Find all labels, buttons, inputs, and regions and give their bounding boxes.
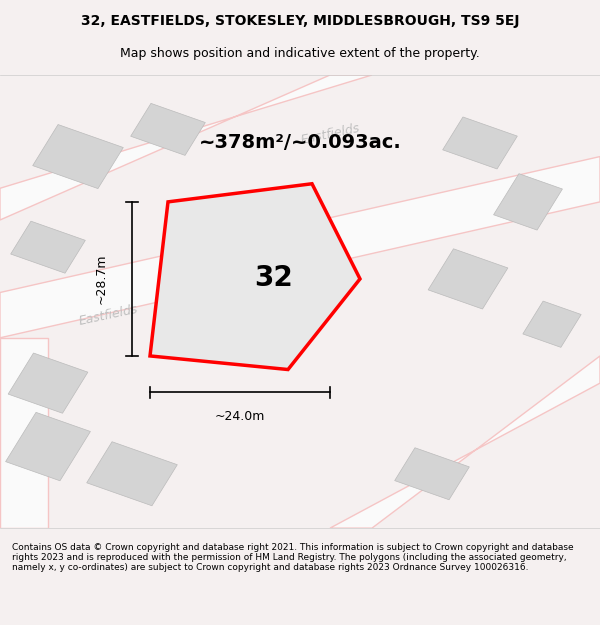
Text: 32, EASTFIELDS, STOKESLEY, MIDDLESBROUGH, TS9 5EJ: 32, EASTFIELDS, STOKESLEY, MIDDLESBROUGH… [81, 14, 519, 28]
FancyBboxPatch shape [395, 448, 469, 500]
FancyBboxPatch shape [494, 174, 562, 230]
Text: Eastfields: Eastfields [77, 302, 139, 328]
Text: Map shows position and indicative extent of the property.: Map shows position and indicative extent… [120, 48, 480, 61]
Text: ~28.7m: ~28.7m [95, 254, 108, 304]
FancyBboxPatch shape [428, 249, 508, 309]
Text: Eastfields: Eastfields [299, 121, 361, 146]
FancyBboxPatch shape [523, 301, 581, 348]
Text: ~24.0m: ~24.0m [215, 410, 265, 423]
Text: 32: 32 [254, 264, 293, 292]
FancyBboxPatch shape [443, 117, 517, 169]
Polygon shape [150, 184, 360, 369]
Polygon shape [0, 338, 48, 528]
FancyBboxPatch shape [86, 442, 178, 506]
FancyBboxPatch shape [8, 353, 88, 413]
Text: Contains OS data © Crown copyright and database right 2021. This information is : Contains OS data © Crown copyright and d… [12, 542, 574, 572]
FancyBboxPatch shape [5, 412, 91, 481]
FancyBboxPatch shape [11, 221, 85, 273]
Text: ~378m²/~0.093ac.: ~378m²/~0.093ac. [199, 134, 401, 152]
Polygon shape [0, 156, 600, 338]
FancyBboxPatch shape [32, 124, 124, 189]
FancyBboxPatch shape [131, 103, 205, 156]
Polygon shape [0, 75, 372, 220]
Polygon shape [330, 356, 600, 528]
